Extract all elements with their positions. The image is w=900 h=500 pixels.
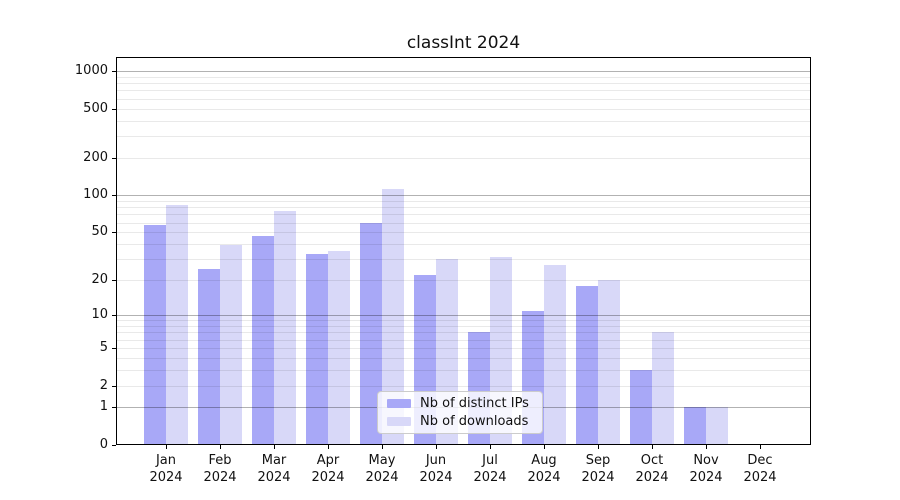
y-minor-gridline bbox=[116, 259, 811, 261]
bar-downloads bbox=[328, 251, 350, 445]
y-tick bbox=[112, 385, 116, 387]
bar-distinct-ips bbox=[144, 225, 166, 445]
y-tick-label: 10 bbox=[91, 307, 108, 323]
bar-distinct-ips bbox=[576, 285, 598, 445]
y-minor-gridline bbox=[116, 320, 811, 322]
y-minor-gridline bbox=[116, 357, 811, 359]
y-minor-gridline bbox=[116, 136, 811, 138]
legend-label-downloads: Nb of downloads bbox=[420, 414, 529, 429]
x-tick-label: Jun 2024 bbox=[419, 453, 453, 485]
legend-item-downloads: Nb of downloads bbox=[378, 414, 542, 429]
legend: Nb of distinct IPs Nb of downloads bbox=[377, 391, 543, 434]
legend-label-distinct-ips: Nb of distinct IPs bbox=[420, 396, 529, 411]
bar-downloads bbox=[166, 204, 188, 445]
bar-downloads bbox=[220, 245, 242, 445]
y-tick bbox=[112, 108, 116, 110]
y-minor-gridline bbox=[116, 200, 811, 202]
y-tick-label: 5 bbox=[99, 340, 108, 356]
x-tick bbox=[544, 445, 545, 449]
y-tick-label: 500 bbox=[83, 100, 108, 116]
y-minor-gridline bbox=[116, 98, 811, 100]
bar-distinct-ips bbox=[306, 254, 328, 445]
bar-distinct-ips bbox=[252, 235, 274, 445]
x-tick bbox=[166, 445, 167, 449]
y-minor-gridline bbox=[116, 339, 811, 341]
legend-item-distinct-ips: Nb of distinct IPs bbox=[378, 396, 542, 411]
y-tick bbox=[112, 348, 116, 350]
y-minor-gridline bbox=[116, 108, 811, 110]
x-tick bbox=[598, 445, 599, 449]
x-tick-label: Aug 2024 bbox=[527, 453, 561, 485]
x-tick bbox=[328, 445, 329, 449]
y-tick bbox=[112, 280, 116, 282]
x-tick bbox=[436, 445, 437, 449]
y-minor-gridline bbox=[116, 83, 811, 85]
bar-downloads bbox=[544, 264, 566, 445]
y-minor-gridline bbox=[116, 207, 811, 209]
y-tick bbox=[112, 315, 116, 317]
y-minor-gridline bbox=[116, 385, 811, 387]
legend-swatch-downloads bbox=[387, 417, 411, 426]
x-tick-label: Feb 2024 bbox=[203, 453, 237, 485]
y-tick bbox=[112, 232, 116, 234]
y-tick bbox=[112, 71, 116, 73]
y-tick bbox=[112, 158, 116, 160]
x-tick-label: Jan 2024 bbox=[149, 453, 183, 485]
bar-distinct-ips bbox=[360, 222, 382, 445]
y-minor-gridline bbox=[116, 332, 811, 334]
x-tick-label: Oct 2024 bbox=[635, 453, 669, 485]
chart-title: classInt 2024 bbox=[406, 33, 521, 53]
x-tick-label: Nov 2024 bbox=[689, 453, 723, 485]
y-tick-label: 1 bbox=[99, 399, 108, 415]
y-minor-gridline bbox=[116, 369, 811, 371]
bar-downloads bbox=[274, 211, 296, 445]
y-minor-gridline bbox=[116, 90, 811, 92]
y-major-gridline bbox=[116, 315, 811, 317]
y-tick-label: 0 bbox=[99, 437, 108, 452]
y-tick-label: 100 bbox=[83, 187, 108, 203]
y-tick-label: 20 bbox=[91, 272, 108, 288]
y-tick bbox=[112, 407, 116, 409]
y-tick-label: 50 bbox=[91, 224, 108, 240]
x-tick-label: May 2024 bbox=[365, 453, 399, 485]
bar-distinct-ips bbox=[198, 268, 220, 445]
bar-downloads bbox=[652, 332, 674, 445]
y-minor-gridline bbox=[116, 76, 811, 78]
y-minor-gridline bbox=[116, 348, 811, 350]
x-tick bbox=[220, 445, 221, 449]
y-minor-gridline bbox=[116, 214, 811, 216]
bar-downloads bbox=[598, 280, 620, 445]
bar-distinct-ips bbox=[630, 369, 652, 445]
y-major-gridline bbox=[116, 71, 811, 73]
y-minor-gridline bbox=[116, 158, 811, 160]
x-tick bbox=[274, 445, 275, 449]
y-minor-gridline bbox=[116, 222, 811, 224]
y-minor-gridline bbox=[116, 244, 811, 246]
y-minor-gridline bbox=[116, 120, 811, 122]
x-tick bbox=[706, 445, 707, 449]
y-minor-gridline bbox=[116, 326, 811, 328]
x-tick-label: Mar 2024 bbox=[257, 453, 291, 485]
y-minor-gridline bbox=[116, 280, 811, 282]
x-tick-label: Jul 2024 bbox=[473, 453, 507, 485]
y-major-gridline bbox=[116, 195, 811, 197]
x-tick bbox=[760, 445, 761, 449]
x-tick bbox=[382, 445, 383, 449]
y-tick bbox=[112, 195, 116, 197]
x-tick bbox=[490, 445, 491, 449]
bar-downloads bbox=[382, 188, 404, 445]
bar-downloads bbox=[706, 407, 728, 445]
x-tick-label: Apr 2024 bbox=[311, 453, 345, 485]
x-tick-label: Dec 2024 bbox=[743, 453, 777, 485]
y-tick bbox=[112, 445, 116, 446]
x-tick-label: Sep 2024 bbox=[581, 453, 615, 485]
x-tick bbox=[652, 445, 653, 449]
legend-swatch-distinct-ips bbox=[387, 399, 411, 408]
y-tick-label: 1000 bbox=[74, 63, 108, 79]
y-tick-label: 2 bbox=[99, 377, 108, 393]
y-minor-gridline bbox=[116, 232, 811, 234]
bar-distinct-ips bbox=[684, 407, 706, 445]
y-tick-label: 200 bbox=[83, 150, 108, 166]
